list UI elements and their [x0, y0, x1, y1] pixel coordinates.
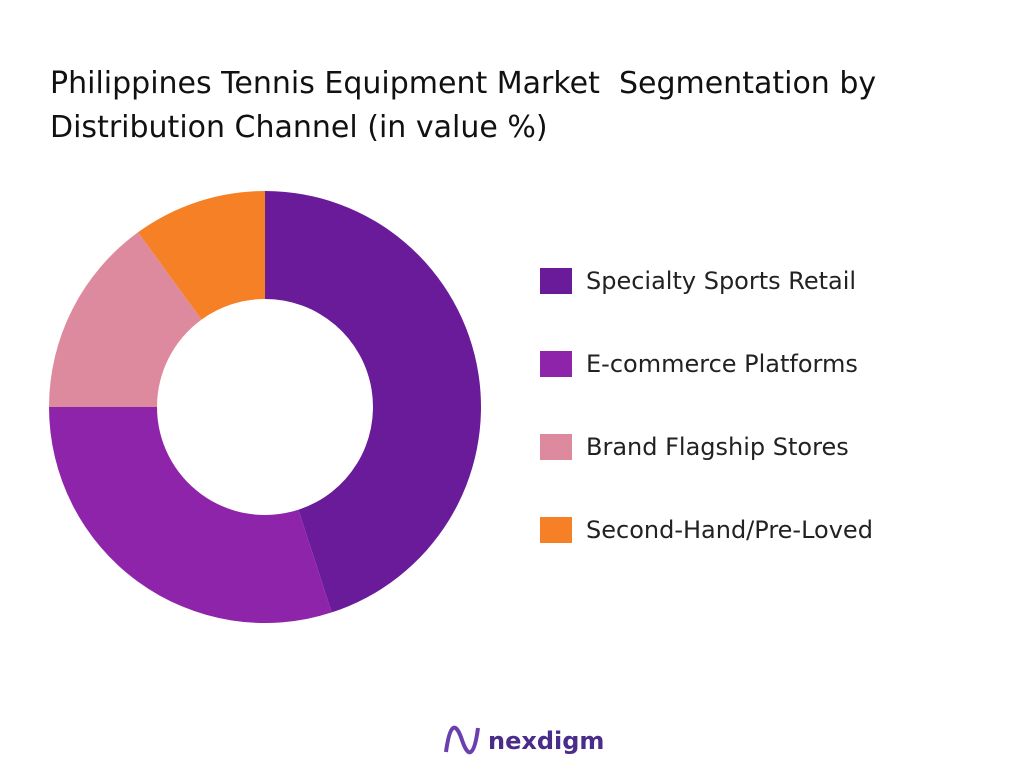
legend-label: E-commerce Platforms — [586, 350, 858, 378]
donut-slice — [49, 232, 202, 407]
legend-label: Specialty Sports Retail — [586, 267, 856, 295]
legend-label: Second-Hand/Pre-Loved — [586, 516, 873, 544]
donut-slice — [49, 407, 332, 624]
logo: nexdigm — [488, 727, 604, 755]
legend-swatch — [540, 434, 572, 460]
logo-icon — [444, 725, 480, 755]
chart-title: Philippines Tennis Equipment Market Segm… — [50, 66, 886, 145]
donut-slice — [138, 191, 265, 320]
legend-swatch — [540, 268, 572, 294]
donut-slice — [265, 191, 482, 613]
legend-swatch — [540, 351, 572, 377]
legend-swatch — [540, 517, 572, 543]
legend-label: Brand Flagship Stores — [586, 433, 849, 461]
